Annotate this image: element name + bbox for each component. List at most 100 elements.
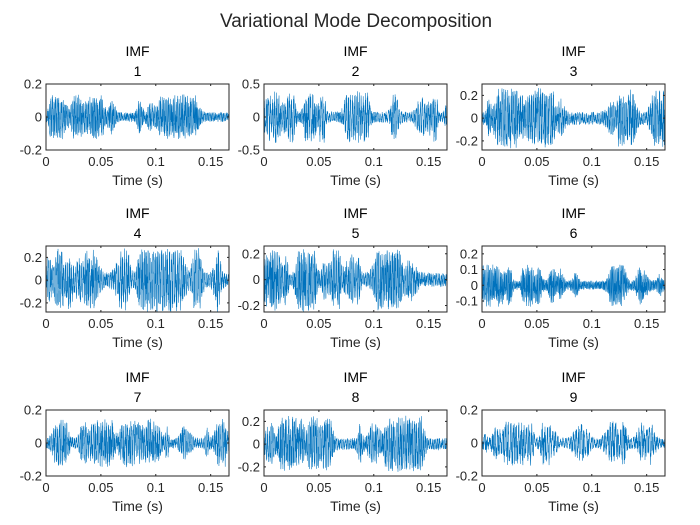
x-tick-label: 0: [42, 154, 49, 169]
y-tick-label: 0: [471, 111, 478, 126]
y-tick-label: -0.2: [20, 295, 42, 310]
y-tick-label: 0.2: [24, 250, 42, 265]
subplot-title-line2: 8: [352, 389, 360, 405]
x-tick-label: 0.1: [365, 154, 383, 169]
y-tick-label: 0: [35, 436, 42, 451]
x-tick-label: 0: [478, 154, 485, 169]
subplot-title-line2: 3: [570, 63, 578, 79]
x-axis-label: Time (s): [112, 334, 163, 350]
y-tick-label: -0.2: [456, 133, 478, 148]
subplot-title-line2: 1: [134, 63, 142, 79]
y-tick-label: 0: [471, 278, 478, 293]
x-tick-label: 0.1: [147, 480, 165, 495]
x-tick-label: 0: [260, 154, 267, 169]
y-tick-label: -0.2: [20, 143, 42, 158]
x-tick-label: 0.15: [198, 316, 223, 331]
y-tick-label: 0.2: [460, 246, 478, 261]
imf-signal-line: [482, 88, 665, 149]
x-tick-label: 0: [42, 480, 49, 495]
x-tick-label: 0: [260, 316, 267, 331]
x-tick-label: 0: [260, 480, 267, 495]
imf-signal-line: [482, 264, 665, 307]
x-axis-label: Time (s): [112, 498, 163, 514]
y-tick-label: -0.1: [456, 294, 478, 309]
subplot-title-line1: IMF: [125, 369, 149, 385]
subplot-title-line2: 4: [134, 225, 142, 241]
y-tick-label: 0.2: [24, 403, 42, 418]
y-tick-label: -0.2: [456, 469, 478, 484]
subplot-title-line1: IMF: [343, 205, 367, 221]
x-axis-label: Time (s): [548, 498, 599, 514]
y-tick-label: 0: [35, 273, 42, 288]
x-tick-label: 0: [478, 480, 485, 495]
subplot-title-line1: IMF: [561, 369, 585, 385]
imf-signal-line: [46, 248, 229, 312]
x-tick-label: 0.1: [583, 480, 601, 495]
y-tick-label: -0.2: [238, 298, 260, 313]
x-axis-label: Time (s): [112, 172, 163, 188]
y-tick-label: -0.2: [20, 469, 42, 484]
imf-signal-line: [264, 249, 447, 312]
x-tick-label: 0.05: [306, 480, 331, 495]
subplot-title-line2: 9: [570, 389, 578, 405]
y-tick-label: 0: [35, 110, 42, 125]
imf-signal-line: [264, 415, 447, 472]
figure-title: Variational Mode Decomposition: [220, 11, 492, 32]
x-tick-label: 0.05: [524, 316, 549, 331]
subplot-title-line1: IMF: [343, 43, 367, 59]
x-axis-label: Time (s): [548, 334, 599, 350]
x-tick-label: 0.15: [634, 480, 659, 495]
subplot-title-line2: 5: [352, 225, 360, 241]
x-tick-label: 0.1: [147, 316, 165, 331]
x-axis-label: Time (s): [330, 172, 381, 188]
x-tick-label: 0.1: [583, 316, 601, 331]
x-axis-label: Time (s): [330, 334, 381, 350]
y-tick-label: 0.5: [242, 77, 260, 92]
x-tick-label: 0.1: [365, 316, 383, 331]
subplot-title-line1: IMF: [125, 43, 149, 59]
y-tick-label: 0.2: [460, 88, 478, 103]
y-tick-label: 0.2: [242, 246, 260, 261]
subplot-title-line2: 6: [570, 225, 578, 241]
y-tick-label: 0: [471, 436, 478, 451]
x-tick-label: 0.1: [365, 480, 383, 495]
x-tick-label: 0.15: [416, 154, 441, 169]
subplot-title-line2: 2: [352, 63, 360, 79]
y-tick-label: -0.5: [238, 143, 260, 158]
imf-signal-line: [264, 91, 447, 143]
x-axis-label: Time (s): [330, 498, 381, 514]
x-tick-label: 0.15: [198, 154, 223, 169]
axes-frame: [481, 245, 666, 313]
x-tick-label: 0.05: [306, 154, 331, 169]
y-tick-label: 0.2: [242, 414, 260, 429]
x-tick-label: 0: [42, 316, 49, 331]
x-tick-label: 0.1: [147, 154, 165, 169]
y-tick-label: 0.2: [24, 77, 42, 92]
y-tick-label: 0.2: [460, 403, 478, 418]
x-tick-label: 0.05: [306, 316, 331, 331]
x-tick-label: 0.15: [634, 316, 659, 331]
x-tick-label: 0.15: [634, 154, 659, 169]
x-tick-label: 0.05: [88, 154, 113, 169]
axes-frame: [45, 245, 230, 313]
x-tick-label: 0.05: [88, 480, 113, 495]
x-tick-label: 0: [478, 316, 485, 331]
axes-frame: [263, 245, 448, 313]
subplot-title-line1: IMF: [343, 369, 367, 385]
y-tick-label: -0.2: [238, 459, 260, 474]
subplot-title-line1: IMF: [561, 43, 585, 59]
y-tick-label: 0: [253, 272, 260, 287]
axes-frame: [263, 409, 448, 477]
y-tick-label: 0.1: [460, 262, 478, 277]
imf-signal-line: [46, 94, 229, 140]
x-axis-label: Time (s): [548, 172, 599, 188]
y-tick-label: 0: [253, 437, 260, 452]
